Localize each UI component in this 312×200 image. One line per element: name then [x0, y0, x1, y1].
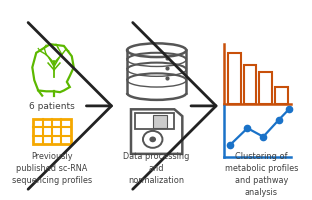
Bar	[228, 53, 241, 104]
Bar	[259, 72, 272, 104]
Bar	[153, 115, 167, 128]
Bar	[33, 119, 71, 144]
Bar	[135, 113, 174, 129]
Text: Previously
published sc-RNA
sequencing profiles: Previously published sc-RNA sequencing p…	[12, 152, 92, 185]
Text: Data processing
and
normalization: Data processing and normalization	[124, 152, 190, 185]
Bar	[243, 65, 256, 104]
Bar	[275, 87, 288, 104]
Circle shape	[149, 136, 156, 142]
Text: 6 patients: 6 patients	[29, 102, 75, 111]
Text: Clustering of
metabolic profiles
and pathway
analysis: Clustering of metabolic profiles and pat…	[225, 152, 298, 197]
